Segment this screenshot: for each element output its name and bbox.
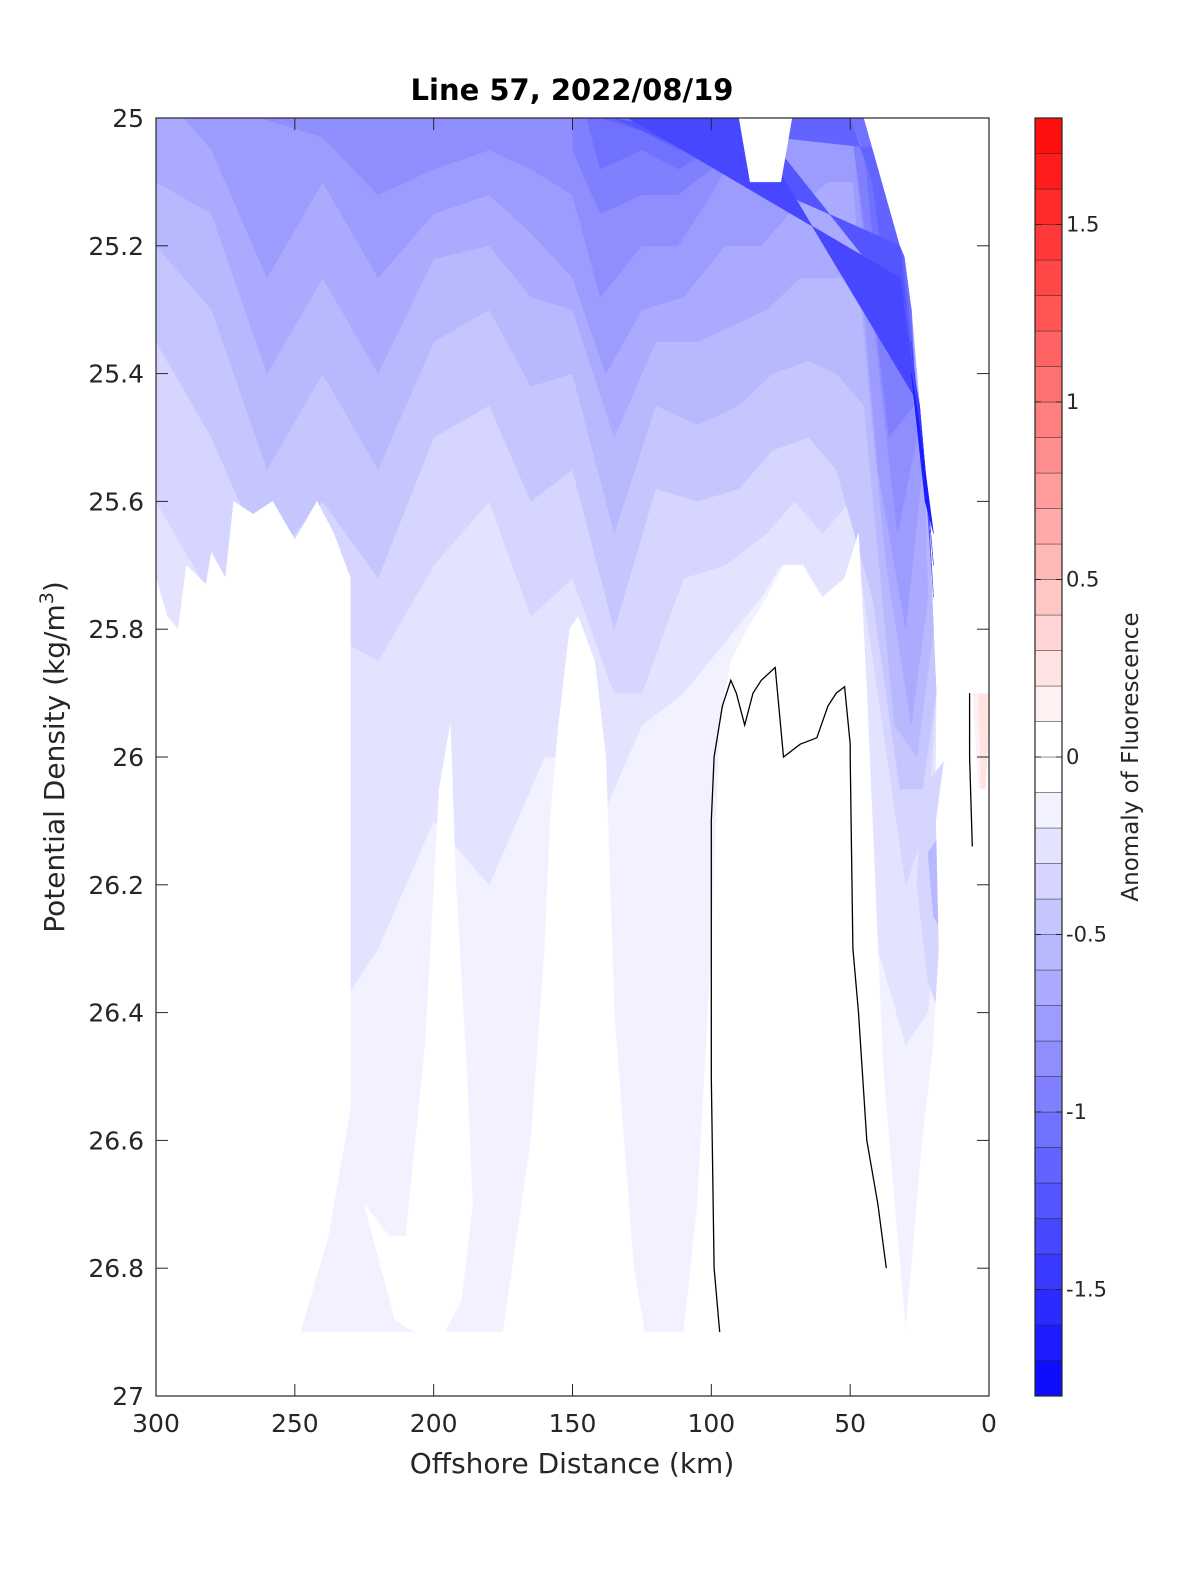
colorbar-tick-label: 0.5 — [1066, 568, 1099, 592]
x-tick-label: 50 — [834, 1409, 866, 1438]
zero-region-3 — [683, 533, 906, 1333]
zero-region-7 — [863, 118, 989, 694]
colorbar-band — [1034, 1289, 1063, 1326]
zero-region-4 — [905, 692, 989, 1333]
colorbar-band — [1034, 969, 1063, 1006]
colorbar-band — [1034, 508, 1063, 545]
zero-region-0 — [156, 500, 351, 1333]
colorbar-band — [1034, 117, 1063, 154]
zero-region-2 — [502, 615, 645, 1333]
colorbar-band — [1034, 1111, 1063, 1148]
colorbar-ticks: -1.5 -1 -0.5 0 0.5 1 1.5 — [1035, 213, 1107, 1302]
x-tick-label: 250 — [271, 1409, 319, 1438]
y-axis-label: Potential Density (kg/m3) — [36, 581, 71, 933]
colorbar-band — [1034, 1147, 1063, 1184]
x-tick-label: 0 — [981, 1409, 997, 1438]
contour-fill-5 — [156, 118, 929, 726]
colorbar-band — [1034, 1360, 1063, 1397]
y-tick-label: 26.4 — [88, 999, 144, 1028]
colorbar-band — [1034, 1005, 1063, 1042]
y-tick-label: 25.4 — [88, 360, 144, 389]
colorbar-band — [1034, 295, 1063, 332]
colorbar-bands — [1034, 117, 1063, 1397]
colorbar-band — [1034, 934, 1063, 971]
colorbar-band — [1034, 153, 1063, 190]
y-axis-ticks: 25 25.2 25.4 25.6 25.8 26 26.2 26.4 26.6 26.8 27 — [88, 104, 989, 1411]
colorbar-band — [1034, 898, 1063, 935]
plot-area: 300 250 200 150 100 50 0 2525.225.425.625.8262… — [88, 104, 997, 1438]
y-tick-label: 26.6 — [88, 1126, 144, 1155]
y-tick-label: 25.8 — [88, 615, 144, 644]
y-tick-label: 25.6 — [88, 487, 144, 516]
x-axis-label: Offshore Distance (km) — [410, 1447, 735, 1480]
colorbar-band — [1034, 1218, 1063, 1255]
contour-fills — [156, 118, 989, 1396]
y-tick-label: 27 — [112, 1382, 144, 1411]
colorbar-band — [1034, 259, 1063, 296]
colorbar-band — [1034, 543, 1063, 580]
chart-title: Line 57, 2022/08/19 — [411, 73, 734, 107]
colorbar-band — [1034, 188, 1063, 225]
y-tick-label: 26 — [112, 743, 144, 772]
contour-lines — [710, 666, 973, 1333]
colorbar-band — [1034, 1253, 1063, 1290]
x-tick-label: 100 — [687, 1409, 735, 1438]
y-axis-label-end: ) — [38, 581, 71, 592]
y-tick-label: 26.2 — [88, 871, 144, 900]
colorbar-band — [1034, 721, 1063, 758]
x-tick-label: 150 — [549, 1409, 597, 1438]
colorbar: -1.5 -1 -0.5 0 0.5 1 1.5 — [1034, 117, 1107, 1397]
y-tick-label: 25.2 — [88, 232, 144, 261]
colorbar-label: Anomaly of Fluorescence — [1118, 612, 1144, 901]
colorbar-band — [1034, 437, 1063, 474]
zero-region-6 — [738, 118, 793, 183]
colorbar-band — [1034, 827, 1063, 864]
colorbar-band — [1034, 1040, 1063, 1077]
zero-contour-line-0 — [710, 666, 887, 1333]
contour-fill-14 — [911, 373, 934, 534]
y-axis-label-main: Potential Density (kg/m — [38, 604, 71, 933]
colorbar-band — [1034, 330, 1063, 367]
colorbar-band — [1034, 650, 1063, 687]
colorbar-tick-label: 0 — [1066, 745, 1079, 769]
colorbar-band — [1034, 756, 1063, 793]
colorbar-frame — [1034, 117, 1063, 1397]
y-tick-label: 26.8 — [88, 1254, 144, 1283]
contour-fill-10 — [600, 118, 915, 361]
colorbar-band — [1034, 614, 1063, 651]
colorbar-band — [1034, 472, 1063, 509]
colorbar-band — [1034, 1076, 1063, 1113]
zero-region-5 — [156, 1331, 989, 1396]
colorbar-tick-label: -0.5 — [1066, 923, 1107, 947]
colorbar-band — [1034, 401, 1063, 438]
plot-frame — [155, 117, 990, 1397]
y-axis-label-superscript: 3 — [36, 592, 58, 604]
colorbar-band — [1034, 792, 1063, 829]
colorbar-band — [1034, 579, 1063, 616]
zero-contour-line-1 — [968, 693, 973, 847]
colorbar-band — [1034, 224, 1063, 261]
colorbar-band — [1034, 1182, 1063, 1219]
x-tick-label: 200 — [410, 1409, 458, 1438]
x-tick-label: 300 — [132, 1409, 180, 1438]
colorbar-tick-label: 1 — [1066, 390, 1079, 414]
colorbar-band — [1034, 1324, 1063, 1361]
colorbar-band — [1034, 685, 1063, 722]
y-tick-label: 25 — [112, 104, 144, 133]
x-axis-ticks: 300 250 200 150 100 50 0 — [132, 118, 997, 1438]
colorbar-tick-label: 1.5 — [1066, 213, 1099, 237]
colorbar-tick-label: -1 — [1066, 1100, 1087, 1124]
colorbar-band — [1034, 863, 1063, 900]
colorbar-tick-label: -1.5 — [1066, 1278, 1107, 1302]
colorbar-band — [1034, 366, 1063, 403]
